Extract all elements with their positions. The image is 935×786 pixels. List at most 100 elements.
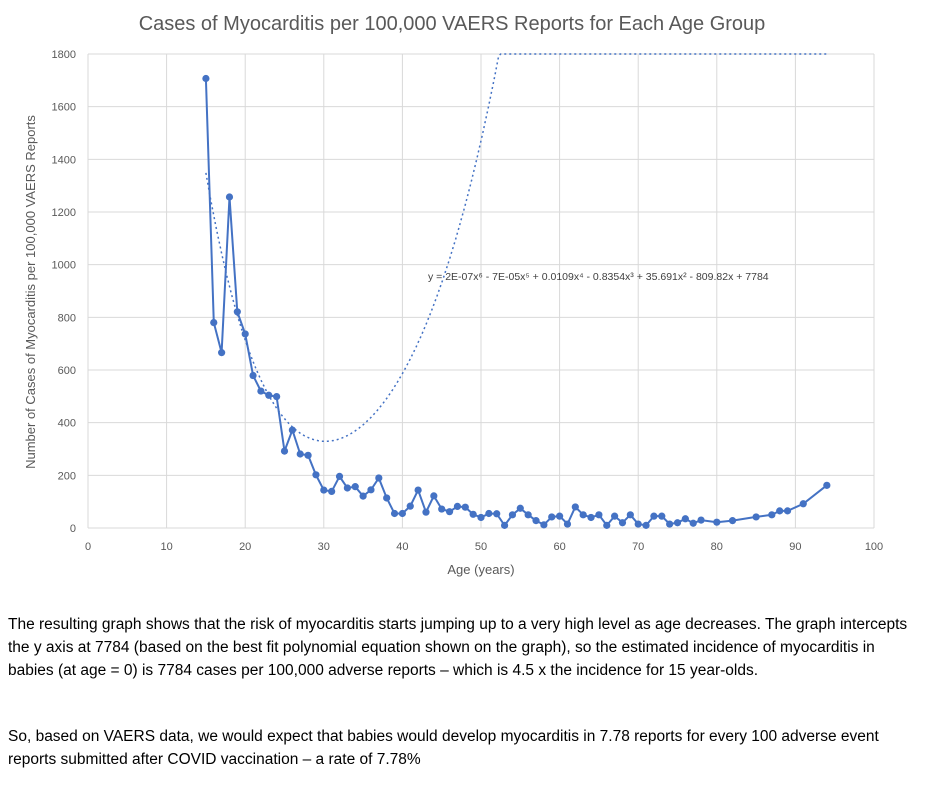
data-point: [469, 510, 477, 518]
data-point: [210, 319, 218, 327]
data-point: [508, 511, 517, 519]
x-tick-label: 80: [711, 541, 723, 553]
data-point: [516, 504, 524, 512]
tick-labels: 0 200 400 600 800 1000 1200 1400 1600 1800 0 10 20 30…: [52, 49, 884, 553]
data-point: [563, 520, 572, 528]
x-tick-label: 60: [553, 541, 565, 553]
data-point: [375, 474, 383, 482]
gridlines: [87, 53, 875, 529]
data-point: [626, 511, 634, 519]
conclusion-paragraph: So, based on VAERS data, we would expect…: [8, 728, 879, 768]
data-point: [265, 391, 273, 399]
series-line: [204, 78, 828, 528]
data-point: [579, 511, 587, 519]
data-point: [343, 484, 351, 492]
data-point: [823, 481, 831, 489]
trendline-layer: [205, 53, 827, 443]
y-tick-label: 1200: [52, 207, 76, 219]
data-point: [799, 500, 807, 508]
data-point: [666, 520, 674, 528]
data-point: [532, 517, 540, 525]
data-point: [351, 483, 359, 491]
data-point: [398, 509, 406, 518]
x-tick-label: 20: [239, 541, 251, 553]
data-point: [611, 512, 619, 520]
x-tick-label: 70: [632, 541, 644, 553]
y-tick-label: 0: [70, 523, 76, 535]
data-point: [493, 510, 501, 518]
x-axis-title: Age (years): [447, 562, 514, 577]
data-point: [603, 521, 611, 529]
data-point: [453, 502, 462, 511]
data-point: [650, 512, 658, 520]
y-tick-label: 1800: [52, 49, 76, 61]
data-point: [697, 516, 705, 524]
x-tick-label: 10: [160, 541, 172, 553]
data-point: [406, 502, 414, 510]
myocarditis-chart: Cases of Myocarditis per 100,000 VAERS R…: [23, 13, 884, 577]
data-point: [783, 507, 792, 515]
data-point: [225, 193, 234, 201]
data-point: [728, 517, 737, 525]
data-point: [776, 507, 784, 515]
data-point: [249, 371, 257, 380]
y-tick-label: 200: [58, 470, 76, 482]
data-point: [713, 518, 721, 526]
x-tick-label: 40: [396, 541, 408, 553]
data-point: [689, 519, 697, 527]
data-point: [296, 450, 304, 458]
data-point: [752, 513, 760, 521]
data-point: [548, 513, 556, 521]
data-point: [430, 492, 438, 500]
series-layer: [202, 74, 831, 529]
data-point: [673, 519, 682, 527]
data-point: [556, 512, 564, 520]
data-point: [280, 447, 289, 455]
y-tick-label: 800: [58, 312, 76, 324]
data-point: [681, 515, 689, 523]
x-tick-label: 100: [865, 541, 883, 553]
data-point: [571, 503, 579, 511]
data-point: [328, 487, 336, 495]
data-point: [500, 521, 509, 529]
y-axis-title: Number of Cases of Myocarditis per 100,0…: [23, 115, 38, 469]
data-point: [320, 486, 328, 494]
x-tick-label: 50: [475, 541, 487, 553]
data-point: [634, 520, 642, 528]
data-point: [390, 509, 399, 518]
data-point: [461, 503, 469, 511]
data-point: [540, 521, 548, 529]
data-point: [367, 486, 375, 494]
x-tick-label: 30: [318, 541, 330, 553]
data-point: [312, 471, 320, 479]
data-point: [768, 511, 776, 519]
data-point: [618, 519, 627, 527]
x-tick-label: 0: [85, 541, 91, 553]
data-point: [595, 511, 603, 519]
data-point: [359, 492, 367, 500]
polynomial-trendline: [205, 53, 827, 443]
y-tick-label: 1000: [52, 260, 76, 272]
explanation-paragraph: The resulting graph shows that the risk …: [8, 616, 908, 679]
data-point: [524, 511, 532, 519]
data-point: [642, 521, 650, 529]
y-tick-label: 600: [58, 365, 76, 377]
data-point: [438, 505, 446, 513]
data-point: [233, 308, 241, 316]
y-tick-label: 1600: [52, 102, 76, 114]
data-point: [445, 508, 454, 516]
data-point: [414, 486, 422, 494]
trendline-equation: y = 2E-07x⁶ - 7E-05x⁵ + 0.0109x⁴ - 0.835…: [428, 271, 769, 283]
data-point: [218, 349, 226, 357]
y-tick-label: 400: [58, 418, 76, 430]
data-point: [202, 74, 210, 83]
chart-title: Cases of Myocarditis per 100,000 VAERS R…: [139, 13, 766, 35]
data-point: [383, 494, 391, 502]
y-tick-label: 1400: [52, 154, 76, 166]
data-point: [273, 392, 281, 401]
data-point: [241, 330, 249, 338]
data-point: [422, 508, 430, 516]
data-point: [288, 426, 296, 434]
data-point: [587, 513, 595, 522]
data-point: [304, 451, 312, 459]
